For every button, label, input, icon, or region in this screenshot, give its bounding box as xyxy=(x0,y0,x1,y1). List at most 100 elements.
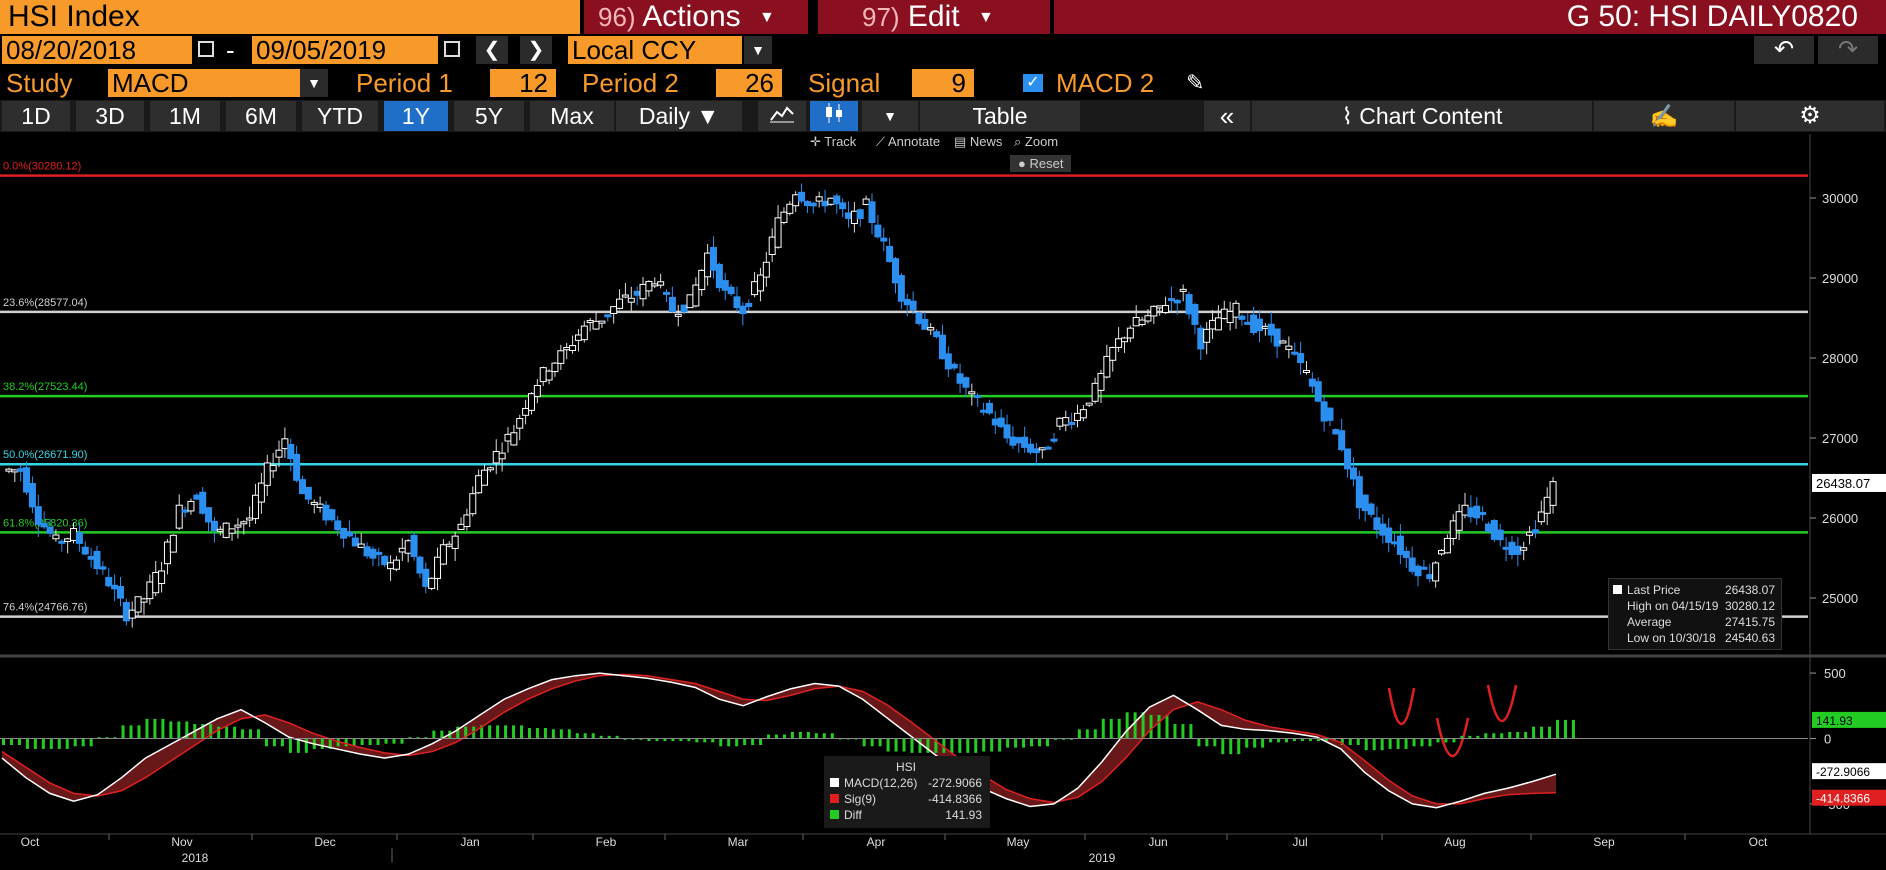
actions-menu[interactable]: 96) Actions ▼ xyxy=(584,0,808,34)
redo-icon[interactable]: ↷ xyxy=(1818,36,1878,64)
diff-bar xyxy=(145,718,149,739)
track-tool[interactable]: ✛ Track xyxy=(810,134,857,149)
edit-chart-icon[interactable]: ✍ xyxy=(1594,101,1734,131)
period-button-max[interactable]: Max xyxy=(530,101,614,131)
gear-icon[interactable]: ⚙ xyxy=(1736,101,1884,131)
frequency-label: Daily xyxy=(638,103,690,129)
edit-menu[interactable]: 97) Edit ▼ xyxy=(818,0,1050,34)
start-date-field[interactable]: 08/20/2018 xyxy=(2,36,192,64)
candle-body xyxy=(1408,557,1416,572)
period-button-3d[interactable]: 3D xyxy=(76,101,144,131)
undo-icon[interactable]: ↶ xyxy=(1754,36,1814,64)
candle-body xyxy=(310,501,318,505)
calendar-icon[interactable] xyxy=(198,41,214,57)
candle-body xyxy=(527,393,535,411)
signal-field[interactable]: 9 xyxy=(912,69,974,97)
period-button-6m[interactable]: 6M xyxy=(226,101,296,131)
reset-button[interactable]: ● Reset xyxy=(1010,155,1072,172)
diff-bar xyxy=(639,738,643,740)
candle-body xyxy=(1214,317,1222,331)
signal-line xyxy=(1,673,1557,805)
diff-bar xyxy=(958,738,962,753)
previous-button[interactable]: ❮ xyxy=(476,36,508,64)
diff-bar xyxy=(942,738,946,753)
diff-bar xyxy=(344,738,348,747)
fib-label: 76.4%(24766.76) xyxy=(3,602,87,614)
annotation-arc xyxy=(1435,717,1470,757)
candle-body xyxy=(598,320,606,324)
diff-bar xyxy=(870,738,874,747)
chevron-down-icon[interactable]: ▼ xyxy=(862,101,918,131)
period2-field[interactable]: 26 xyxy=(716,69,782,97)
study-row: Study MACD ▼ Period 1 12 Period 2 26 Sig… xyxy=(0,68,1886,98)
end-date-field[interactable]: 09/05/2019 xyxy=(252,36,438,64)
candle-body xyxy=(1455,511,1463,531)
pencil-icon[interactable]: ✎ xyxy=(1186,70,1205,95)
chart-icon: ⌇ xyxy=(1341,103,1360,129)
period1-field[interactable]: 12 xyxy=(490,69,556,97)
candle-body xyxy=(563,347,571,351)
candle-body xyxy=(481,469,489,486)
legend-average-value: 27415.75 xyxy=(1724,615,1775,629)
candle-body xyxy=(1126,327,1134,339)
period-button-1d[interactable]: 1D xyxy=(2,101,70,131)
diff-bar xyxy=(1492,733,1496,739)
diff-bar xyxy=(1324,738,1328,742)
table-button[interactable]: Table xyxy=(920,101,1080,131)
candle-body xyxy=(193,494,201,500)
zoom-tool[interactable]: ⌕ Zoom xyxy=(1014,134,1059,149)
candle-body xyxy=(134,596,142,613)
macd-swatch xyxy=(830,778,839,787)
price-chart[interactable]: 0.0%(30280.12) 23.6%(28577.04) 38.2%(27523… xyxy=(0,134,1886,870)
candle-body xyxy=(140,598,148,603)
candle-body xyxy=(240,521,248,525)
candle-body xyxy=(181,509,189,513)
candle-body xyxy=(1044,446,1052,450)
checkbox-icon[interactable]: ✓ xyxy=(1023,74,1043,92)
frequency-select[interactable]: Daily ▼ xyxy=(616,101,742,131)
candle-body xyxy=(234,524,242,528)
macd-band xyxy=(2,673,1556,808)
period-button-1y[interactable]: 1Y xyxy=(384,101,448,131)
news-tool[interactable]: ▤ News xyxy=(954,134,1003,149)
candle-body xyxy=(451,535,459,549)
actions-number: 96) xyxy=(598,2,636,32)
candlestick-icon[interactable] xyxy=(810,101,858,131)
diff-bar xyxy=(982,738,986,752)
edit-number: 97) xyxy=(862,2,900,32)
diff-bar xyxy=(272,738,276,747)
study-select[interactable]: MACD xyxy=(108,69,310,97)
candle-body xyxy=(968,391,976,395)
diff-bar xyxy=(368,738,372,745)
month-label: May xyxy=(1007,835,1030,849)
candle-body xyxy=(1073,412,1081,421)
price-tick-label: 28000 xyxy=(1822,351,1858,366)
line-chart-icon[interactable] xyxy=(758,101,806,131)
currency-select[interactable]: Local CCY xyxy=(568,36,742,64)
candle-body xyxy=(263,462,271,486)
period-button-1m[interactable]: 1M xyxy=(150,101,220,131)
diff-bar xyxy=(727,738,731,747)
diff-bar xyxy=(1189,724,1193,739)
chevron-down-icon[interactable]: ▼ xyxy=(744,36,772,64)
candle-body xyxy=(533,385,541,397)
candle-body xyxy=(304,486,312,500)
chart-content-button[interactable]: ⌇ Chart Content xyxy=(1252,101,1592,131)
chevron-down-icon[interactable]: ▼ xyxy=(300,69,328,97)
macd-tick-label: 0 xyxy=(1824,731,1831,746)
candle-body xyxy=(616,298,624,309)
price-tick-label: 26000 xyxy=(1822,511,1858,526)
diff-bar xyxy=(647,738,651,742)
diff-bar xyxy=(1452,738,1456,743)
period-button-5y[interactable]: 5Y xyxy=(454,101,524,131)
annotate-tool[interactable]: ⟋ Annotate xyxy=(876,134,941,149)
next-button[interactable]: ❯ xyxy=(520,36,552,64)
collapse-icon[interactable]: « xyxy=(1204,101,1250,131)
diff-bar xyxy=(328,738,332,749)
period-button-ytd[interactable]: YTD xyxy=(302,101,378,131)
diff-bar xyxy=(527,728,531,739)
calendar-icon[interactable] xyxy=(444,41,460,57)
candle-body xyxy=(316,503,324,508)
ticker-field[interactable]: HSI Index xyxy=(0,0,580,34)
toolbar-row: 1D 3D 1M 6M YTD 1Y 5Y Max Daily ▼ ▼ Table « ⌇ C… xyxy=(0,100,1886,132)
